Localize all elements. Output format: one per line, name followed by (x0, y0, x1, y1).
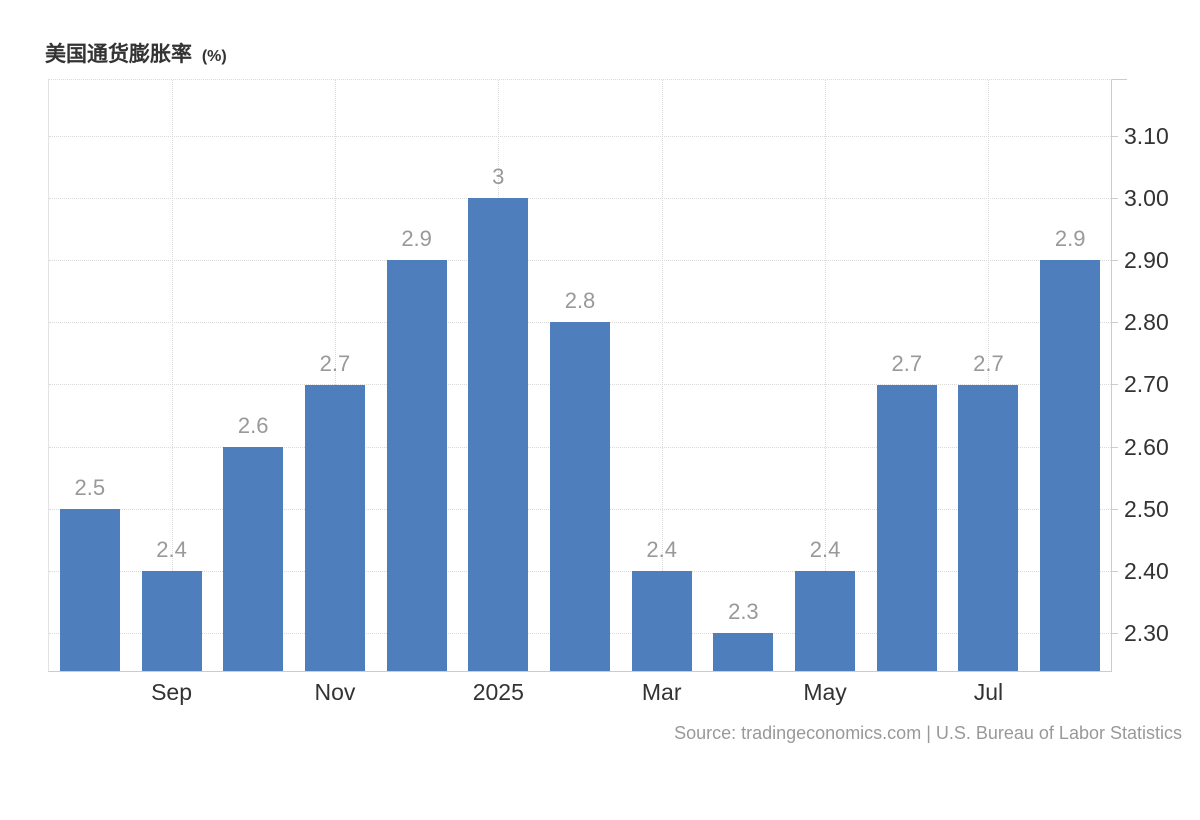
inflation-bar (876, 384, 937, 671)
inflation-bar (59, 508, 120, 671)
horizontal-gridline (49, 260, 1111, 262)
plot-area: 2.5 2.4 2.6 2.7 2.9 3 2.8 2.4 2.3 2.4 2.7 2.7 2.9 (48, 79, 1112, 672)
bar-value-label: 2.3 (728, 598, 759, 624)
bar-value-label: 2.8 (564, 288, 596, 314)
inflation-bar (304, 384, 365, 671)
x-axis-tick-label: Jul (973, 679, 1004, 705)
chart-title-text: 美国通货膨胀率 (45, 43, 192, 66)
inflation-bar (141, 570, 202, 671)
vertical-gridline (661, 80, 663, 671)
bar-value-label: 2.7 (319, 350, 351, 376)
inflation-bar (631, 570, 692, 671)
vertical-gridline (988, 80, 990, 671)
y-axis-tick (1112, 322, 1118, 324)
bar-value-label: 2.7 (891, 350, 923, 376)
x-axis-tick-label: May (803, 679, 847, 705)
vertical-gridline (171, 80, 173, 671)
y-axis-tick (1112, 136, 1118, 138)
y-axis-tick-label: 2.80 (1124, 309, 1169, 336)
inflation-bar (223, 446, 284, 671)
chart-title-unit: (%) (201, 48, 227, 65)
y-axis-tick-label: 2.60 (1124, 433, 1169, 460)
chart-title: 美国通货膨胀率 (%) (45, 38, 227, 68)
inflation-bar (550, 322, 610, 671)
inflation-bar (713, 632, 774, 671)
y-axis-tick (1112, 384, 1118, 386)
vertical-gridline (825, 80, 827, 671)
x-axis-tick-label: Nov (314, 679, 356, 705)
bar-value-label: 2.6 (237, 412, 269, 438)
inflation-bar (468, 198, 529, 671)
y-axis-tick (1112, 198, 1118, 200)
bar-value-label: 2.4 (646, 536, 677, 562)
horizontal-gridline (49, 198, 1111, 200)
inflation-bar (386, 260, 447, 671)
y-axis-tick-label: 2.50 (1124, 495, 1169, 522)
bar-value-label: 2.7 (973, 350, 1004, 376)
y-axis-tick-label: 2.70 (1124, 371, 1169, 398)
bar-value-label: 3 (492, 164, 505, 190)
y-axis-tick-label: 3.10 (1124, 123, 1169, 150)
x-axis-tick-label: 2025 (472, 679, 524, 705)
bar-value-label: 2.4 (809, 536, 841, 562)
bar-value-label: 2.9 (401, 226, 432, 252)
bar-value-label: 2.4 (156, 536, 187, 562)
horizontal-gridline (49, 136, 1111, 138)
y-axis-tick (1112, 508, 1118, 510)
bar-value-label: 2.5 (74, 474, 106, 500)
y-axis-end-tick (1112, 79, 1127, 80)
inflation-bar (795, 570, 856, 671)
bar-value-label: 2.9 (1054, 226, 1086, 252)
y-axis-tick (1112, 632, 1118, 634)
inflation-bar (958, 384, 1019, 671)
y-axis-tick (1112, 446, 1118, 448)
y-axis-tick (1112, 260, 1118, 262)
y-axis-tick (1112, 570, 1118, 572)
source-attribution: Source: tradingeconomics.com | U.S. Bure… (674, 723, 1182, 743)
vertical-gridline (334, 80, 336, 671)
y-axis-tick-label: 2.30 (1124, 619, 1169, 646)
y-axis-tick-label: 3.00 (1124, 185, 1169, 212)
inflation-bar (1040, 260, 1101, 671)
y-axis-tick-label: 2.40 (1124, 557, 1169, 584)
x-axis-tick-label: Mar (641, 679, 682, 705)
x-axis-tick-label: Sep (151, 679, 192, 705)
y-axis-tick-label: 2.90 (1124, 247, 1169, 274)
